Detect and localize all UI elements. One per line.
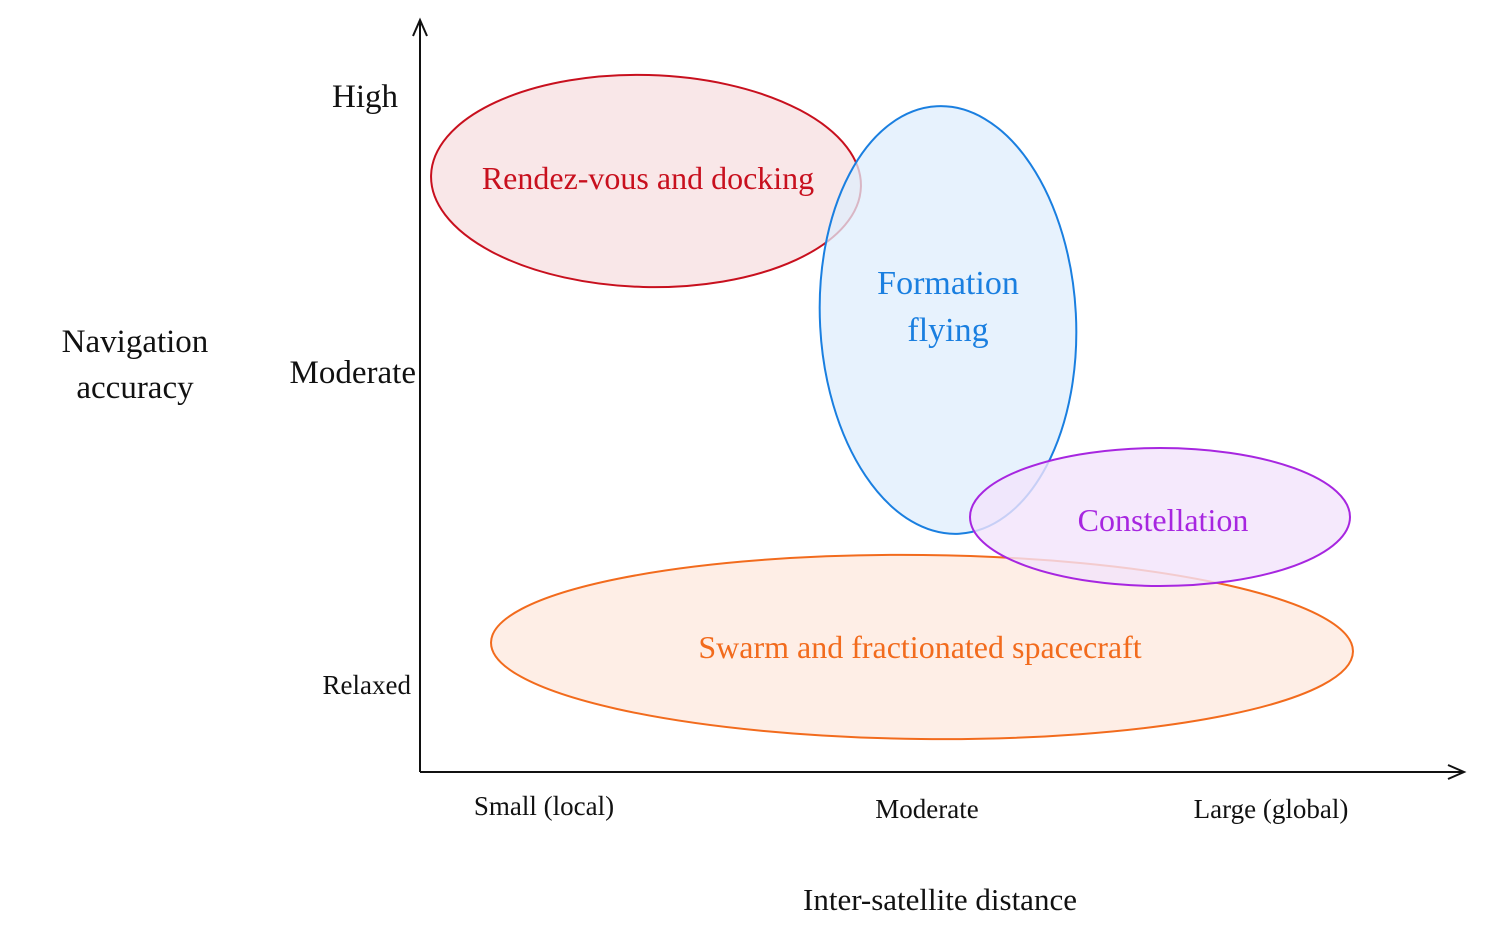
x-axis-labels: Small (local) Moderate Large (global) In… (474, 791, 1348, 917)
rendezvous-label: Rendez-vous and docking (482, 160, 814, 196)
formation-label-line2: flying (907, 312, 988, 349)
y-axis-arrowhead (412, 17, 428, 37)
y-axis-labels: High Moderate Relaxed Navigation accurac… (62, 79, 416, 700)
y-level-moderate: Moderate (290, 355, 416, 391)
region-swarm: Swarm and fractionated spacecraft (490, 553, 1354, 741)
region-rendezvous: Rendez-vous and docking (430, 73, 862, 289)
x-axis-arrowhead (1447, 764, 1467, 780)
formation-label-line1: Formation (877, 265, 1019, 302)
y-level-relaxed: Relaxed (323, 670, 412, 700)
axes (412, 17, 1467, 780)
x-level-small: Small (local) (474, 791, 614, 821)
x-level-large: Large (global) (1194, 794, 1349, 824)
y-level-high: High (332, 79, 399, 115)
swarm-label: Swarm and fractionated spacecraft (698, 629, 1141, 665)
x-level-moderate: Moderate (875, 794, 978, 824)
swarm-ellipse (490, 553, 1354, 741)
formation-ellipse (818, 105, 1078, 535)
region-constellation: Constellation (969, 447, 1351, 587)
x-axis-title: Inter-satellite distance (803, 882, 1077, 917)
y-axis-title-line1: Navigation (62, 324, 209, 360)
constellation-ellipse (969, 447, 1351, 587)
y-axis-title-line2: accuracy (76, 370, 194, 406)
region-formation: Formation flying (818, 105, 1078, 535)
constellation-label: Constellation (1078, 502, 1249, 538)
